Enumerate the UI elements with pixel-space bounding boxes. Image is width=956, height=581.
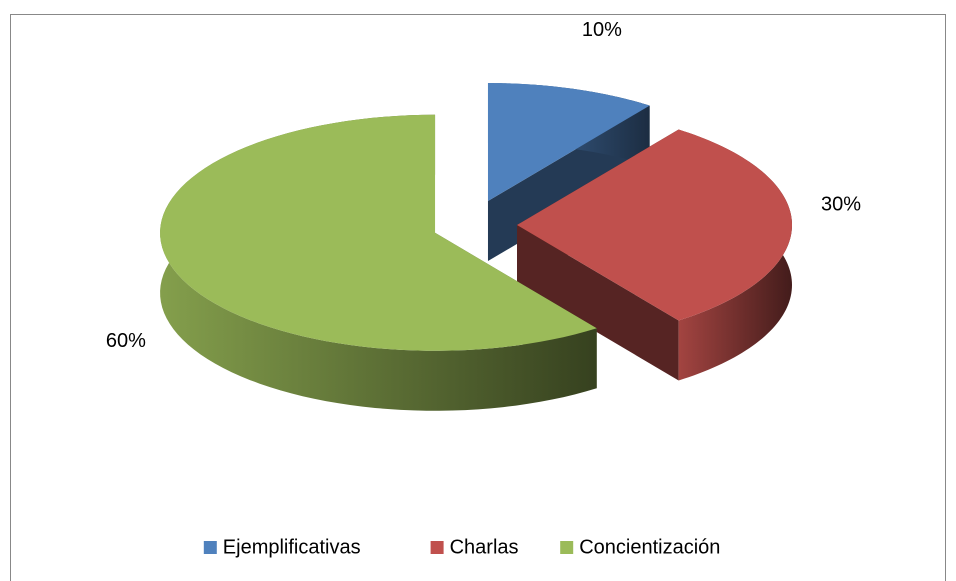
legend-swatch — [203, 541, 217, 554]
slice-top — [517, 129, 792, 321]
legend-label: Ejemplificativas — [223, 536, 361, 558]
slice-top — [160, 114, 597, 351]
slice-top — [487, 83, 650, 202]
data-label: 10% — [582, 19, 622, 41]
slice-face — [517, 225, 679, 381]
legend-label: Concientización — [579, 536, 720, 558]
data-label: 60% — [106, 330, 146, 352]
slice — [160, 114, 597, 411]
data-label: 30% — [821, 193, 861, 215]
legend-swatch — [560, 541, 574, 554]
legend-label: Charlas — [450, 536, 519, 558]
slice — [517, 129, 792, 381]
legend-swatch — [430, 541, 444, 554]
